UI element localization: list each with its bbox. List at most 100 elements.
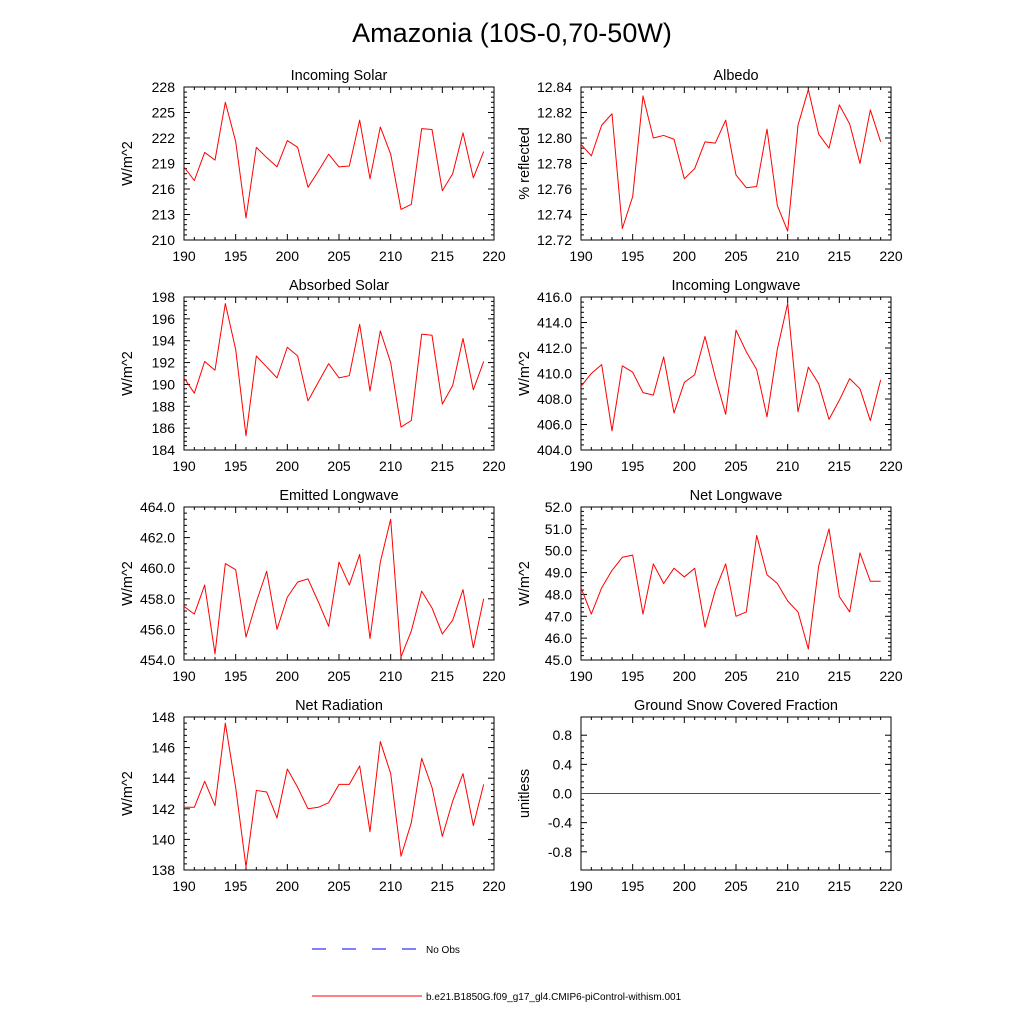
plot-frame <box>183 716 495 871</box>
chart-title: Net Radiation <box>295 698 383 714</box>
x-tick-label: 190 <box>172 458 196 474</box>
x-tick-label: 195 <box>621 248 645 264</box>
x-tick-label: 215 <box>431 458 455 474</box>
x-tick-label: 210 <box>776 458 800 474</box>
x-tick-label: 205 <box>327 668 351 684</box>
x-tick-label: 205 <box>724 248 748 264</box>
y-tick-label: 190 <box>152 376 176 392</box>
x-tick-label: 205 <box>724 668 748 684</box>
y-tick-label: 194 <box>152 333 176 349</box>
x-tick-label: 195 <box>224 878 248 894</box>
x-tick-label: 210 <box>379 668 403 684</box>
chart-panel-5: Net Longwave W/m^2 190 195 200 205 210 215 220 45… <box>517 488 903 684</box>
x-tick-label: 210 <box>379 248 403 264</box>
y-tick-label: 416.0 <box>537 289 572 305</box>
y-tick-label: 228 <box>152 79 176 95</box>
chart-title: Emitted Longwave <box>279 488 398 504</box>
y-tick-label: 0.0 <box>553 786 573 802</box>
x-tick-label: 190 <box>172 248 196 264</box>
x-tick-label: 195 <box>224 668 248 684</box>
legend-obs-label: No Obs <box>426 945 460 956</box>
x-tick-label: 200 <box>276 878 300 894</box>
y-tick-label: 48.0 <box>545 586 572 602</box>
y-tick-label: 184 <box>152 442 176 458</box>
x-tick-label: 220 <box>879 668 903 684</box>
x-tick-label: 210 <box>379 878 403 894</box>
y-tick-label: 186 <box>152 420 176 436</box>
plot-frame <box>183 296 495 451</box>
y-tick-label: 462.0 <box>140 530 175 546</box>
x-tick-label: 205 <box>724 458 748 474</box>
chart-panel-0: Incoming Solar W/m^2 190 195 200 205 210 215 220… <box>120 68 506 264</box>
x-tick-label: 215 <box>828 248 852 264</box>
x-tick-label: 200 <box>673 248 697 264</box>
x-tick-label: 220 <box>482 668 506 684</box>
x-tick-label: 220 <box>482 248 506 264</box>
y-axis-label: % reflected <box>517 127 533 200</box>
x-tick-label: 205 <box>327 248 351 264</box>
legend-model-label: b.e21.B1850G.f09_g17_gl4.CMIP6-piControl… <box>426 992 682 1003</box>
y-tick-label: 0.8 <box>553 727 573 743</box>
y-tick-label: 51.0 <box>545 521 572 537</box>
series-line-0 <box>183 303 485 437</box>
x-tick-label: 210 <box>776 668 800 684</box>
y-tick-label: 144 <box>152 770 176 786</box>
y-tick-label: 12.74 <box>537 207 572 223</box>
chart-title: Ground Snow Covered Fraction <box>634 698 838 714</box>
series-line-0 <box>580 528 881 650</box>
x-tick-label: 215 <box>828 458 852 474</box>
y-tick-label: 0.4 <box>553 756 573 772</box>
y-tick-label: 46.0 <box>545 630 572 646</box>
y-tick-label: 12.82 <box>537 105 572 121</box>
y-tick-label: 464.0 <box>140 499 175 515</box>
x-tick-label: 190 <box>569 878 593 894</box>
x-tick-label: 215 <box>431 668 455 684</box>
y-tick-label: 140 <box>152 831 176 847</box>
x-tick-label: 215 <box>828 878 852 894</box>
y-tick-label: 49.0 <box>545 565 572 581</box>
y-tick-label: 146 <box>152 740 176 756</box>
x-tick-label: 210 <box>379 458 403 474</box>
x-tick-label: 195 <box>224 458 248 474</box>
y-axis-label: W/m^2 <box>120 351 136 396</box>
x-tick-label: 190 <box>172 668 196 684</box>
x-tick-label: 200 <box>276 668 300 684</box>
x-tick-label: 200 <box>276 248 300 264</box>
x-tick-label: 200 <box>673 878 697 894</box>
y-tick-label: 456.0 <box>140 621 175 637</box>
y-tick-label: 142 <box>152 801 176 817</box>
x-tick-label: 195 <box>224 248 248 264</box>
y-axis-label: W/m^2 <box>120 561 136 606</box>
y-tick-label: 406.0 <box>537 417 572 433</box>
plot-frame <box>580 86 892 241</box>
y-tick-label: 213 <box>152 207 176 223</box>
x-tick-label: 205 <box>327 458 351 474</box>
y-tick-label: 458.0 <box>140 591 175 607</box>
series-line-0 <box>580 89 882 232</box>
y-tick-label: 138 <box>152 862 176 878</box>
chart-panel-3: Incoming Longwave W/m^2 190 195 200 205 210 215… <box>517 278 903 474</box>
y-tick-label: 45.0 <box>545 652 572 668</box>
plot-frame <box>183 506 495 661</box>
y-tick-label: 198 <box>152 289 176 305</box>
y-axis-label: W/m^2 <box>517 561 533 606</box>
y-axis-label: W/m^2 <box>517 351 533 396</box>
series-line-0 <box>184 722 485 868</box>
x-tick-label: 195 <box>621 458 645 474</box>
x-tick-label: 220 <box>879 878 903 894</box>
series-line-0 <box>183 101 485 219</box>
chart-title: Incoming Solar <box>291 68 388 84</box>
chart-title: Albedo <box>713 68 758 84</box>
x-tick-label: 195 <box>621 668 645 684</box>
y-tick-label: 196 <box>152 311 176 327</box>
x-tick-label: 190 <box>569 668 593 684</box>
y-tick-label: -0.4 <box>548 815 572 831</box>
y-tick-label: 12.72 <box>537 232 572 248</box>
x-tick-label: 215 <box>431 248 455 264</box>
y-axis-label: unitless <box>517 769 533 818</box>
y-tick-label: 460.0 <box>140 560 175 576</box>
series-line-0 <box>183 518 485 658</box>
x-tick-label: 215 <box>431 878 455 894</box>
